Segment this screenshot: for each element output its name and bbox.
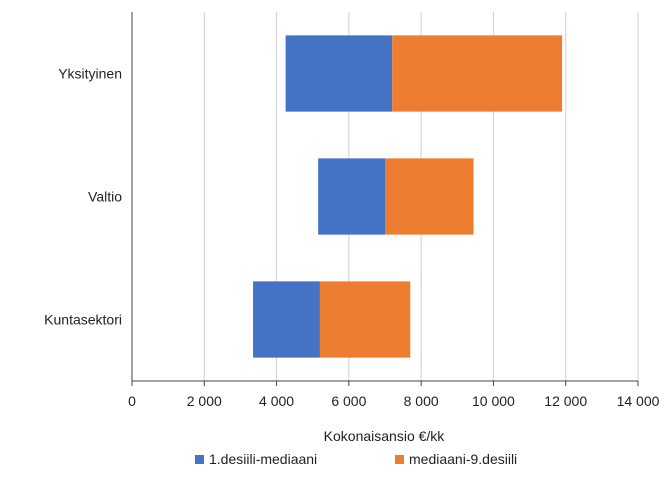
x-tick-label-0: 0 (128, 393, 136, 409)
bar-yksityinen-series-1 (285, 35, 393, 112)
x-tick-label-1: 2 000 (187, 393, 222, 409)
bar-valtio-series-2 (385, 158, 474, 235)
x-tick-label-5: 10 000 (472, 393, 515, 409)
category-label-valtio: Valtio (88, 189, 122, 205)
x-tick-label-4: 8 000 (404, 393, 439, 409)
legend: 1.desiili-mediaani mediaani-9.desiili (195, 451, 517, 467)
legend-label-series-1: 1.desiili-mediaani (209, 451, 317, 467)
legend-swatch-series-2 (395, 455, 404, 464)
bars (253, 35, 563, 358)
category-label-kuntasektori: Kuntasektori (44, 312, 122, 328)
bar-valtio-series-1 (318, 158, 385, 235)
x-tick-label-2: 4 000 (259, 393, 294, 409)
x-tick-label-3: 6 000 (331, 393, 366, 409)
x-tick-label-7: 14 000 (617, 393, 660, 409)
x-tick-label-6: 12 000 (544, 393, 587, 409)
category-labels: Yksityinen Valtio Kuntasektori (44, 66, 122, 328)
category-label-yksityinen: Yksityinen (58, 66, 122, 82)
legend-swatch-series-1 (195, 455, 204, 464)
x-axis-title: Kokonaisansio €/kk (324, 428, 446, 444)
bar-kuntasektori-series-2 (319, 281, 411, 358)
x-tick-labels: 0 2 000 4 000 6 000 8 000 10 000 12 000 14 000 (128, 393, 660, 409)
bar-kuntasektori-series-1 (253, 281, 320, 358)
bar-yksityinen-series-2 (392, 35, 563, 112)
legend-label-series-2: mediaani-9.desiili (409, 451, 517, 467)
axes (131, 12, 639, 386)
